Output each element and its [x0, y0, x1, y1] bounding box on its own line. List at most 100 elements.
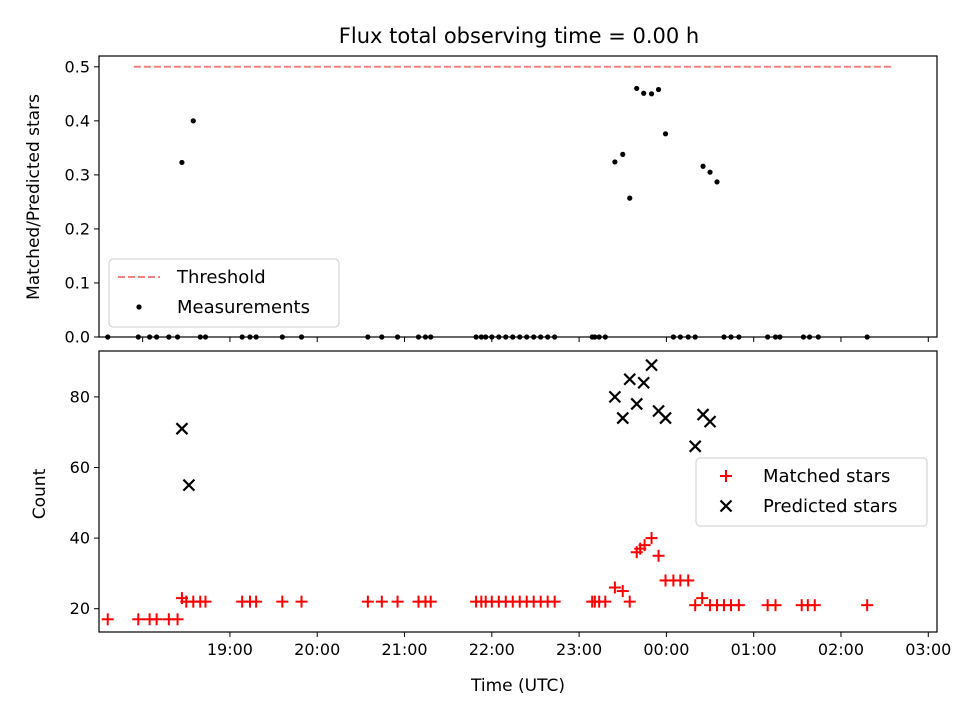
measurement-points-layer [105, 85, 870, 340]
matched-star-point [769, 599, 782, 612]
matched-star-point [645, 532, 658, 545]
bottom-x-tick-label: 02:00 [818, 640, 864, 659]
bottom-x-tick-label: 22:00 [469, 640, 515, 659]
matched-star-point [548, 595, 561, 608]
top-x-ticks [142, 337, 929, 342]
bottom-axes-frame [98, 350, 938, 633]
predicted-star-point [623, 372, 637, 386]
matched-stars-layer [101, 532, 874, 626]
matched-star-point [616, 585, 629, 598]
matched-star-point [199, 595, 212, 608]
measurement-point [627, 195, 633, 201]
legend-predicted-cross [719, 499, 733, 513]
bottom-x-tick-label: 23:00 [556, 640, 602, 659]
matched-star-point [638, 539, 651, 552]
top-y-tick-label: 0.0 [65, 328, 90, 347]
top-y-tick-label: 0.5 [65, 57, 90, 76]
top-legend: Threshold Measurements [108, 258, 340, 328]
legend-predicted-marker [719, 499, 733, 513]
legend-threshold-label: Threshold [176, 267, 266, 288]
matched-star-point [276, 595, 289, 608]
top-axes-frame [98, 55, 938, 338]
bottom-x-tick-label: 00:00 [643, 640, 689, 659]
measurement-point [707, 169, 713, 175]
bottom-y-axis-label: Count [30, 468, 50, 519]
predicted-star-point [688, 440, 702, 453]
measurement-point [620, 151, 626, 157]
predicted-star-point [645, 358, 658, 372]
matched-star-point [101, 613, 114, 626]
matched-star-point [599, 595, 612, 608]
bottom-y-tick-label: 20 [70, 599, 90, 618]
matched-star-point [623, 595, 636, 608]
measurement-point [190, 118, 196, 124]
matched-star-point [689, 599, 702, 612]
legend-measurements-label: Measurements [177, 297, 310, 318]
predicted-star-point [175, 422, 189, 435]
measurement-point [612, 159, 618, 165]
bottom-legend-box [695, 457, 928, 527]
measurement-point [700, 163, 706, 169]
bottom-x-tick-label: 19:00 [207, 640, 253, 659]
top-legend-box [108, 258, 340, 328]
bottom-y-ticks: 20 40 60 80 [70, 387, 99, 618]
matched-star-point [375, 595, 388, 608]
predicted-star-point [703, 415, 717, 428]
matched-star-point [732, 599, 745, 612]
matched-star-point [652, 549, 665, 562]
top-y-tick-label: 0.2 [65, 219, 90, 238]
matched-star-point [808, 599, 821, 612]
top-y-tick-label: 0.1 [65, 273, 90, 292]
legend-measurements-marker [136, 304, 142, 310]
bottom-y-tick-label: 80 [70, 387, 90, 406]
measurement-point [634, 85, 640, 92]
bottom-x-ticks: 19:00 20:00 21:00 22:00 23:00 00:00 01:00 02:00… [207, 632, 951, 659]
measurement-point [648, 91, 655, 97]
matched-star-point [608, 581, 621, 594]
bottom-x-tick-label: 01:00 [731, 640, 777, 659]
measurement-point [655, 86, 662, 93]
matched-star-point [682, 574, 695, 587]
predicted-star-point [608, 390, 622, 404]
legend-predicted-label: Predicted stars [763, 496, 897, 517]
bottom-y-tick-label: 60 [70, 458, 90, 477]
matched-star-point [861, 599, 874, 612]
measurement-point [179, 159, 185, 166]
bottom-panel: 20 40 60 80 19:00 20:00 21:00 22:00 23:00 00:00 0… [30, 350, 951, 696]
predicted-star-point [182, 478, 196, 492]
predicted-star-point [637, 376, 650, 390]
bottom-x-tick-label: 03:00 [905, 640, 951, 659]
x-axis-label: Time (UTC) [470, 676, 565, 696]
predicted-stars-layer [175, 358, 717, 492]
top-y-ticks: 0.0 0.1 0.2 0.3 0.4 0.5 [65, 57, 99, 347]
matched-star-point [361, 595, 374, 608]
top-y-tick-label: 0.4 [65, 111, 90, 130]
measurement-point [641, 90, 647, 96]
legend-matched-label: Matched stars [763, 466, 890, 487]
bottom-y-tick-label: 40 [70, 529, 90, 548]
matched-star-point [150, 613, 163, 626]
top-y-axis-label: Matched/Predicted stars [24, 94, 44, 300]
bottom-x-tick-label: 21:00 [381, 640, 427, 659]
predicted-star-point [659, 411, 672, 425]
matched-star-point [132, 613, 145, 626]
matched-star-point [295, 595, 308, 608]
matched-star-point [171, 613, 184, 626]
matched-star-point [696, 592, 709, 605]
measurement-point [714, 179, 720, 185]
top-chart-title: Flux total observing time = 0.00 h [339, 24, 699, 48]
measurement-point [662, 131, 669, 137]
matched-star-point [250, 595, 263, 608]
bottom-legend: Matched stars Predicted stars [695, 457, 928, 527]
bottom-x-tick-label: 20:00 [294, 640, 340, 659]
legend-matched-marker [720, 470, 732, 482]
matched-star-point [391, 595, 404, 608]
top-panel: 0.0 0.1 0.2 0.3 0.4 0.5 Matched/Predicted sta… [24, 55, 938, 347]
top-y-tick-label: 0.3 [65, 165, 90, 184]
predicted-star-point [616, 411, 630, 425]
legend-matched-plus [720, 470, 732, 482]
matched-star-point [424, 595, 437, 608]
predicted-star-point [630, 397, 643, 411]
